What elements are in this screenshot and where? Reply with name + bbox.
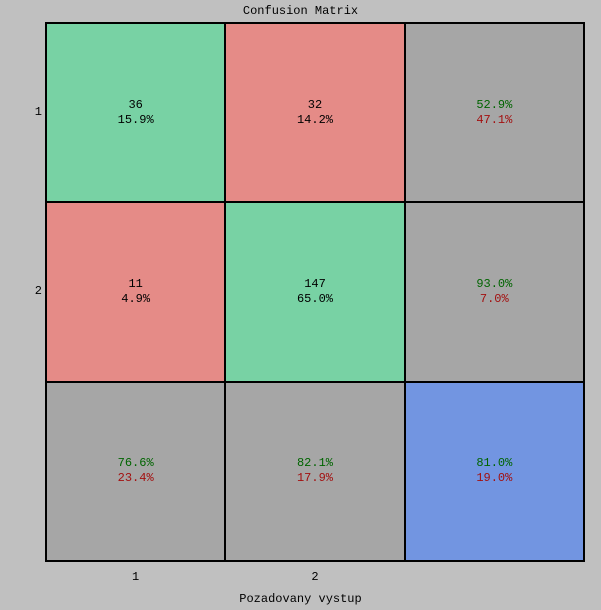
confusion-matrix-chart: Confusion Matrix Skutecny vystup Pozadov… xyxy=(0,0,601,610)
matrix-cell-2-1: 82.1%17.9% xyxy=(225,382,404,561)
cell-count: 11 xyxy=(128,277,142,292)
cell-percent: 15.9% xyxy=(118,113,154,128)
matrix-cell-0-2: 52.9%47.1% xyxy=(405,23,584,202)
cell-good-percent: 93.0% xyxy=(476,277,512,292)
x-axis-label: Pozadovany vystup xyxy=(0,592,601,606)
cell-count: 32 xyxy=(308,98,322,113)
matrix-cell-2-2: 81.0%19.0% xyxy=(405,382,584,561)
plot-area: 3615.9%3214.2%52.9%47.1%114.9%14765.0%93… xyxy=(45,22,585,562)
cell-bad-percent: 23.4% xyxy=(118,471,154,486)
cell-good-percent: 76.6% xyxy=(118,456,154,471)
x-tick-2: 2 xyxy=(310,570,320,584)
matrix-cell-1-2: 93.0%7.0% xyxy=(405,202,584,381)
matrix-cell-0-1: 3214.2% xyxy=(225,23,404,202)
matrix-cell-1-0: 114.9% xyxy=(46,202,225,381)
cell-bad-percent: 17.9% xyxy=(297,471,333,486)
cell-count: 36 xyxy=(128,98,142,113)
chart-title: Confusion Matrix xyxy=(0,4,601,18)
cell-good-percent: 52.9% xyxy=(476,98,512,113)
matrix-cell-2-0: 76.6%23.4% xyxy=(46,382,225,561)
cell-percent: 14.2% xyxy=(297,113,333,128)
cell-good-percent: 82.1% xyxy=(297,456,333,471)
cell-percent: 4.9% xyxy=(121,292,150,307)
x-tick-1: 1 xyxy=(131,570,141,584)
y-tick-2: 2 xyxy=(30,284,42,298)
cell-bad-percent: 7.0% xyxy=(480,292,509,307)
matrix-cell-0-0: 3615.9% xyxy=(46,23,225,202)
cell-percent: 65.0% xyxy=(297,292,333,307)
cell-bad-percent: 47.1% xyxy=(476,113,512,128)
matrix-cell-1-1: 14765.0% xyxy=(225,202,404,381)
cell-good-percent: 81.0% xyxy=(476,456,512,471)
cell-count: 147 xyxy=(304,277,326,292)
y-tick-1: 1 xyxy=(30,105,42,119)
cell-bad-percent: 19.0% xyxy=(476,471,512,486)
